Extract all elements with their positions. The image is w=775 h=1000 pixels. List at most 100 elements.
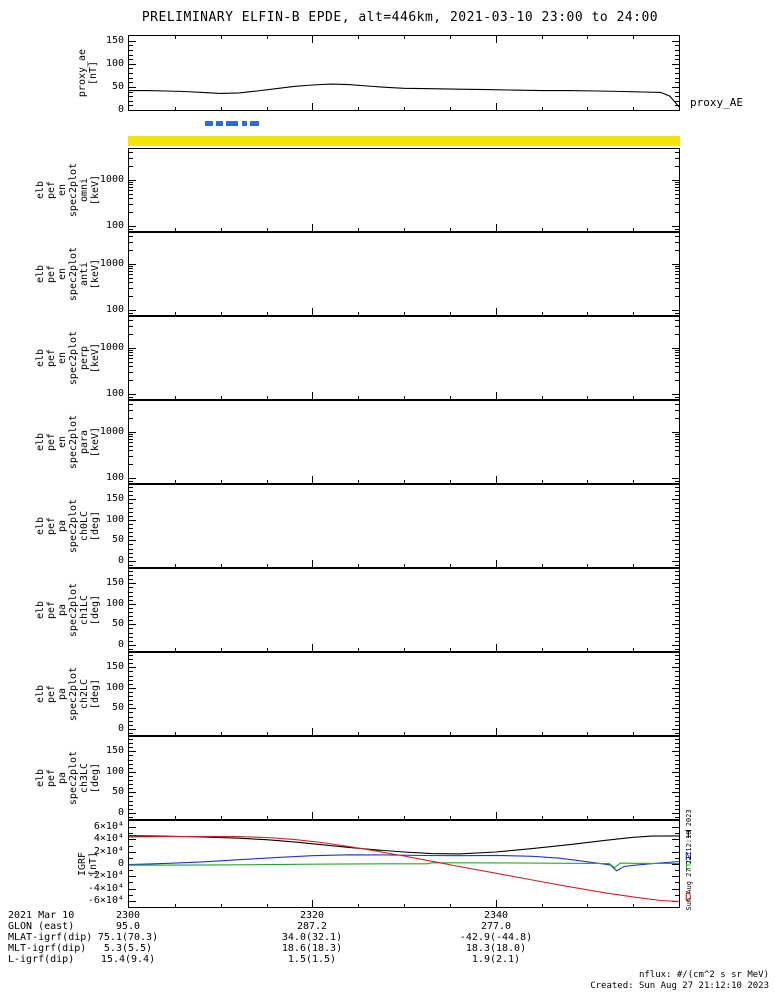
tick: [675, 553, 679, 554]
tick: [221, 107, 222, 110]
tick: [129, 242, 133, 243]
side-timestamp: Sun Aug 27 21:12:10 2023: [685, 809, 693, 911]
tick: [267, 904, 268, 907]
tick: [129, 152, 133, 153]
tick: [675, 320, 679, 321]
table-cell: 5.3(5.5): [103, 943, 153, 954]
tick: [267, 107, 268, 110]
tick: [129, 708, 136, 709]
tick: [675, 481, 679, 482]
highlight-bar: [128, 136, 680, 146]
tick: [312, 644, 313, 651]
tick: [675, 288, 679, 289]
tick: [675, 596, 679, 597]
tick: [675, 700, 679, 701]
tick: [129, 264, 136, 265]
tick: [129, 503, 133, 504]
tick: [129, 180, 136, 181]
tick: [129, 712, 133, 713]
tick: [675, 358, 679, 359]
tick: [675, 768, 679, 769]
tick: [312, 36, 313, 43]
tick: [675, 592, 679, 593]
proxy-ae-right-label: proxy_AE: [690, 96, 743, 109]
panel-ylabel-en-spec2plot-perp: elb pef en spec2plot perp [keV]: [35, 330, 101, 386]
tick: [587, 480, 588, 483]
y-tick-label: 50: [111, 81, 124, 92]
tick: [675, 659, 679, 660]
tick: [404, 312, 405, 315]
tick: [129, 809, 133, 810]
tick: [312, 728, 313, 735]
tick: [587, 228, 588, 231]
tick: [672, 64, 679, 65]
y-tick-label: -2×10⁴: [87, 870, 124, 881]
tick: [129, 491, 133, 492]
tick: [175, 480, 176, 483]
tick: [129, 755, 133, 756]
tick: [672, 889, 679, 890]
tick: [672, 41, 679, 42]
tick: [129, 439, 133, 440]
tick: [129, 805, 133, 806]
tick: [129, 397, 133, 398]
tick: [129, 358, 133, 359]
plot-title: PRELIMINARY ELFIN-B EPDE, alt=446km, 202…: [141, 10, 659, 25]
tick: [129, 158, 133, 159]
tick: [129, 194, 133, 195]
tick: [404, 228, 405, 231]
tick: [358, 36, 359, 39]
tick: [675, 366, 679, 367]
y-tick-label: 100: [105, 388, 124, 399]
tick: [450, 107, 451, 110]
tick: [129, 692, 133, 693]
tick: [312, 900, 313, 907]
tick: [312, 308, 313, 315]
tick: [129, 528, 133, 529]
tick: [129, 487, 133, 488]
tick: [675, 784, 679, 785]
tick: [675, 508, 679, 509]
tick: [633, 648, 634, 651]
tick: [672, 729, 679, 730]
x-axis-date-label: 2021 Mar 10: [8, 910, 75, 921]
tick: [129, 813, 136, 814]
tick: [358, 564, 359, 567]
tick: [675, 271, 679, 272]
tick: [675, 641, 679, 642]
tick: [129, 565, 133, 566]
tick: [129, 641, 133, 642]
tick: [129, 870, 133, 871]
tick: [129, 101, 133, 102]
tick: [675, 380, 679, 381]
tick: [221, 36, 222, 39]
tick: [129, 268, 133, 269]
tick: [675, 600, 679, 601]
tick: [129, 190, 133, 191]
tick: [633, 732, 634, 735]
tick: [175, 564, 176, 567]
tick: [542, 107, 543, 110]
tick: [221, 312, 222, 315]
y-tick-label: 1000: [99, 426, 124, 437]
tick: [129, 442, 133, 443]
tick: [129, 733, 133, 734]
tick: [675, 404, 679, 405]
tick: [633, 312, 634, 315]
tick: [129, 633, 133, 634]
tick: [675, 833, 679, 834]
panel-en-spec2plot-perp: [128, 316, 680, 400]
tick: [175, 36, 176, 39]
tick: [675, 229, 679, 230]
tick: [675, 187, 679, 188]
tick: [675, 166, 679, 167]
tick: [404, 564, 405, 567]
tick: [675, 764, 679, 765]
tick: [129, 801, 133, 802]
tick: [129, 764, 133, 765]
tick: [129, 739, 133, 740]
tick: [587, 396, 588, 399]
tick: [675, 82, 679, 83]
tick: [129, 166, 133, 167]
tick: [675, 704, 679, 705]
